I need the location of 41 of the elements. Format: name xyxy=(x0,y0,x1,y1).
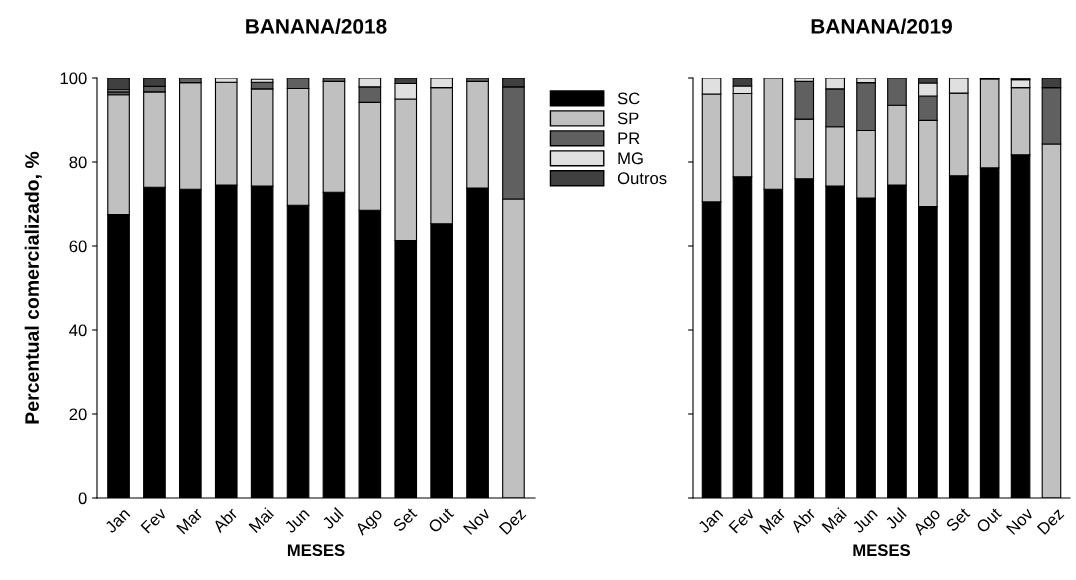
y-tick-label: 60 xyxy=(69,240,87,253)
x-tick-label: Jun xyxy=(851,507,878,534)
x-tick-label: Mar xyxy=(176,506,204,535)
x-tick-label: Fev xyxy=(140,506,168,534)
chart-title: BANANA/2018 xyxy=(246,18,387,34)
x-tick-label: Dez xyxy=(498,507,527,535)
chart-title: BANANA/2019 xyxy=(811,18,952,34)
x-tick-label: Out xyxy=(975,506,1003,534)
legend-label: SP xyxy=(617,112,639,125)
x-tick-label: Abr xyxy=(789,506,817,534)
y-axis-title: Percentual comercializado, % xyxy=(24,151,42,424)
legend-label: Outros xyxy=(617,172,667,185)
x-tick-label: Jul xyxy=(884,507,907,530)
x-tick-label: Jan xyxy=(697,507,724,534)
x-tick-label: Nov xyxy=(1005,506,1035,535)
y-tick-label: 80 xyxy=(69,156,87,169)
x-tick-label: Ago xyxy=(912,507,944,539)
legend-label: MG xyxy=(618,152,643,165)
x-axis-title: MESES xyxy=(287,544,345,557)
y-tick-label: 100 xyxy=(60,72,87,85)
x-tick-label: Mar xyxy=(759,506,787,535)
x-tick-label: Set xyxy=(392,506,418,533)
x-tick-label: Set xyxy=(945,506,971,533)
y-tick-label: 0 xyxy=(78,492,87,505)
x-tick-label: Jun xyxy=(283,507,310,534)
x-axis-title: MESES xyxy=(853,544,911,557)
x-tick-label: Jan xyxy=(104,507,131,534)
y-tick-label: 40 xyxy=(69,324,87,337)
x-tick-label: Out xyxy=(427,506,455,534)
x-tick-label: Fev xyxy=(728,506,756,534)
x-tick-label: Jul xyxy=(321,507,344,530)
y-tick-label: 20 xyxy=(69,408,87,421)
x-tick-label: Ago xyxy=(354,507,386,539)
legend-label: SC xyxy=(617,92,640,105)
bar xyxy=(107,78,130,91)
x-tick-label: Abr xyxy=(211,506,239,534)
x-tick-label: Nov xyxy=(462,506,492,535)
x-tick-label: Dez xyxy=(1036,507,1065,535)
x-tick-label: Mai xyxy=(248,507,275,534)
x-tick-label: Mai xyxy=(821,507,848,534)
legend-label: PR xyxy=(618,132,640,145)
